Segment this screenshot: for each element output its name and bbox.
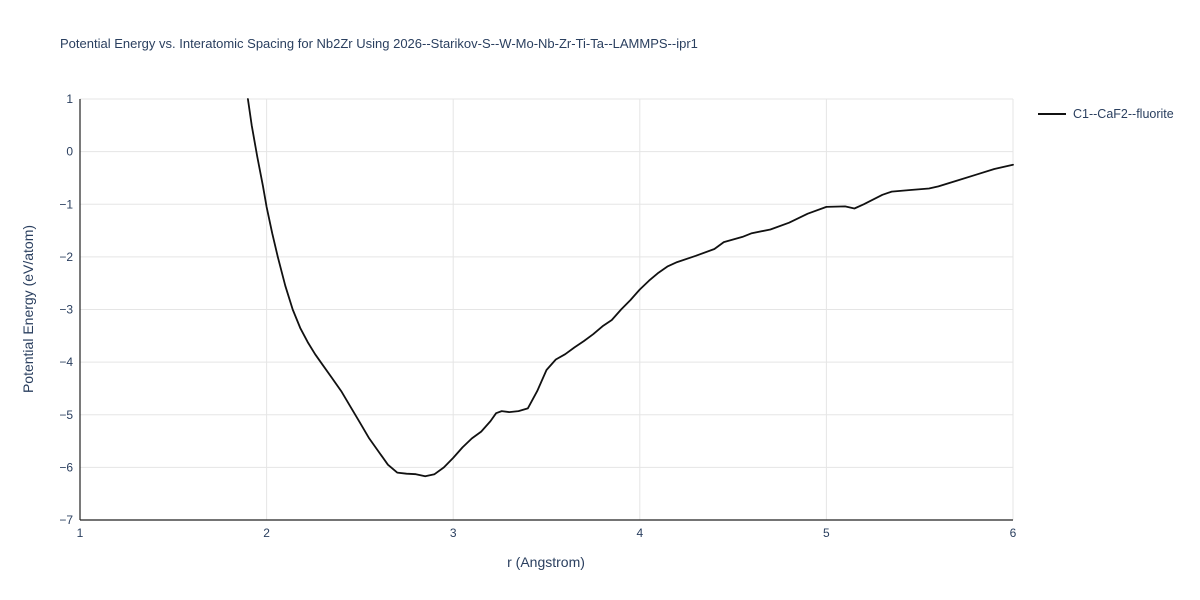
svg-text:−7: −7: [59, 513, 73, 527]
svg-text:−4: −4: [59, 355, 73, 369]
svg-text:−2: −2: [59, 250, 73, 264]
svg-text:−6: −6: [59, 460, 73, 474]
x-axis-label: r (Angstrom): [507, 554, 585, 570]
legend-item[interactable]: C1--CaF2--fluorite: [1038, 107, 1174, 121]
svg-text:−3: −3: [59, 303, 73, 317]
svg-text:3: 3: [450, 526, 457, 540]
svg-text:1: 1: [66, 92, 73, 106]
y-axis-label: Potential Energy (eV/atom): [20, 224, 36, 394]
svg-text:4: 4: [636, 526, 643, 540]
svg-text:0: 0: [66, 145, 73, 159]
svg-text:−1: −1: [59, 197, 73, 211]
svg-text:6: 6: [1010, 526, 1017, 540]
svg-text:−5: −5: [59, 408, 73, 422]
legend-line-swatch: [1038, 113, 1066, 115]
svg-text:1: 1: [77, 526, 84, 540]
chart-title: Potential Energy vs. Interatomic Spacing…: [60, 36, 698, 51]
svg-text:2: 2: [263, 526, 270, 540]
svg-text:5: 5: [823, 526, 830, 540]
legend-label: C1--CaF2--fluorite: [1073, 107, 1174, 121]
